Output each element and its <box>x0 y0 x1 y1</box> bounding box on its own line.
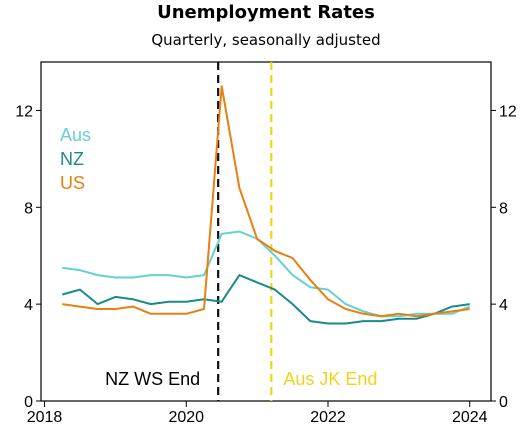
series-line-us <box>62 85 470 318</box>
y-tick-label-right-0: 0 <box>499 394 508 411</box>
y-tick-label-right-8: 8 <box>499 200 508 217</box>
legend-entry-nz: NZ <box>60 149 84 169</box>
annotation-label-1: NZ WS End <box>105 369 200 389</box>
legend-entry-us: US <box>60 173 85 193</box>
chart-subtitle: Quarterly, seasonally adjusted <box>151 31 381 49</box>
y-tick-label-right-12: 12 <box>499 103 517 120</box>
y-tick-label-left-12: 12 <box>15 103 33 120</box>
x-tick-label-2024: 2024 <box>452 409 488 426</box>
y-tick-label-left-8: 8 <box>24 200 33 217</box>
chart-title: Unemployment Rates <box>157 2 375 23</box>
plot-frame <box>40 61 492 402</box>
y-tick-label-right-4: 4 <box>499 297 508 314</box>
annotation-label-2: Aus JK End <box>283 369 377 389</box>
y-tick-label-left-0: 0 <box>24 394 33 411</box>
x-tick-label-2020: 2020 <box>168 409 204 426</box>
legend-entry-aus: Aus <box>60 125 91 145</box>
series-line-aus <box>62 230 471 318</box>
y-tick-label-left-4: 4 <box>24 297 33 314</box>
series-line-nz <box>62 274 470 325</box>
x-tick-label-2022: 2022 <box>310 409 346 426</box>
x-tick-label-2018: 2018 <box>27 409 63 426</box>
